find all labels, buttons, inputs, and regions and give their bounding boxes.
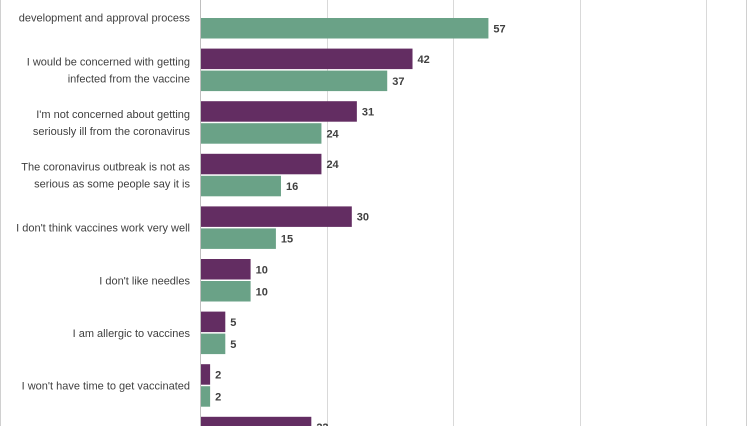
value-label-series-2-7: 2 [215, 391, 221, 403]
category-label-6: I am allergic to vaccines [73, 328, 191, 340]
value-label-series-1-4: 30 [357, 212, 369, 224]
bar-series-1-6 [200, 311, 226, 333]
bar-series-2-1 [200, 70, 388, 92]
bar-series-1-8 [200, 416, 312, 426]
value-label-series-1-2: 31 [362, 106, 374, 118]
bar-series-2-3 [200, 175, 281, 197]
category-label-7: I won't have time to get vaccinated [22, 380, 190, 392]
value-label-series-2-5: 10 [256, 286, 268, 298]
bar-series-1-3 [200, 153, 322, 175]
bar-series-1-1 [200, 48, 413, 70]
bar-series-2-6 [200, 333, 226, 355]
value-label-series-2-0: 57 [493, 23, 505, 35]
category-label-1: I would be concerned with getting infecte… [27, 56, 190, 85]
bar-series-1-5 [200, 259, 251, 280]
value-label-series-1-6: 5 [230, 317, 236, 329]
value-label-series-2-3: 16 [286, 181, 298, 193]
value-label-series-2-4: 15 [281, 234, 293, 246]
bar-series-2-7 [200, 386, 211, 407]
value-label-series-1-7: 2 [215, 369, 221, 381]
bar-series-1-7 [200, 364, 211, 385]
category-label-0: development and approval process [19, 12, 191, 24]
value-label-series-1-5: 10 [256, 264, 268, 276]
category-label-3: The coronavirus outbreak is not as seriou… [21, 162, 190, 191]
bar-series-2-5 [200, 281, 251, 302]
bar-series-2-4 [200, 228, 276, 249]
bar-series-2-2 [200, 123, 322, 144]
value-label-series-2-6: 5 [230, 339, 236, 351]
bar-series-1-2 [200, 101, 357, 122]
value-label-series-2-2: 24 [326, 128, 339, 140]
category-label-5: I don't like needles [99, 275, 190, 287]
bar-series-1-4 [200, 206, 352, 227]
value-label-series-1-1: 42 [418, 54, 430, 66]
category-label-4: I don't think vaccines work very well [16, 223, 190, 235]
category-label-2: I'm not concerned about getting seriously… [33, 109, 191, 138]
value-label-series-1-8: 22 [316, 422, 328, 426]
value-label-series-1-3: 24 [326, 159, 339, 171]
bar-series-2-0 [200, 18, 489, 39]
value-label-series-2-1: 37 [392, 76, 404, 88]
